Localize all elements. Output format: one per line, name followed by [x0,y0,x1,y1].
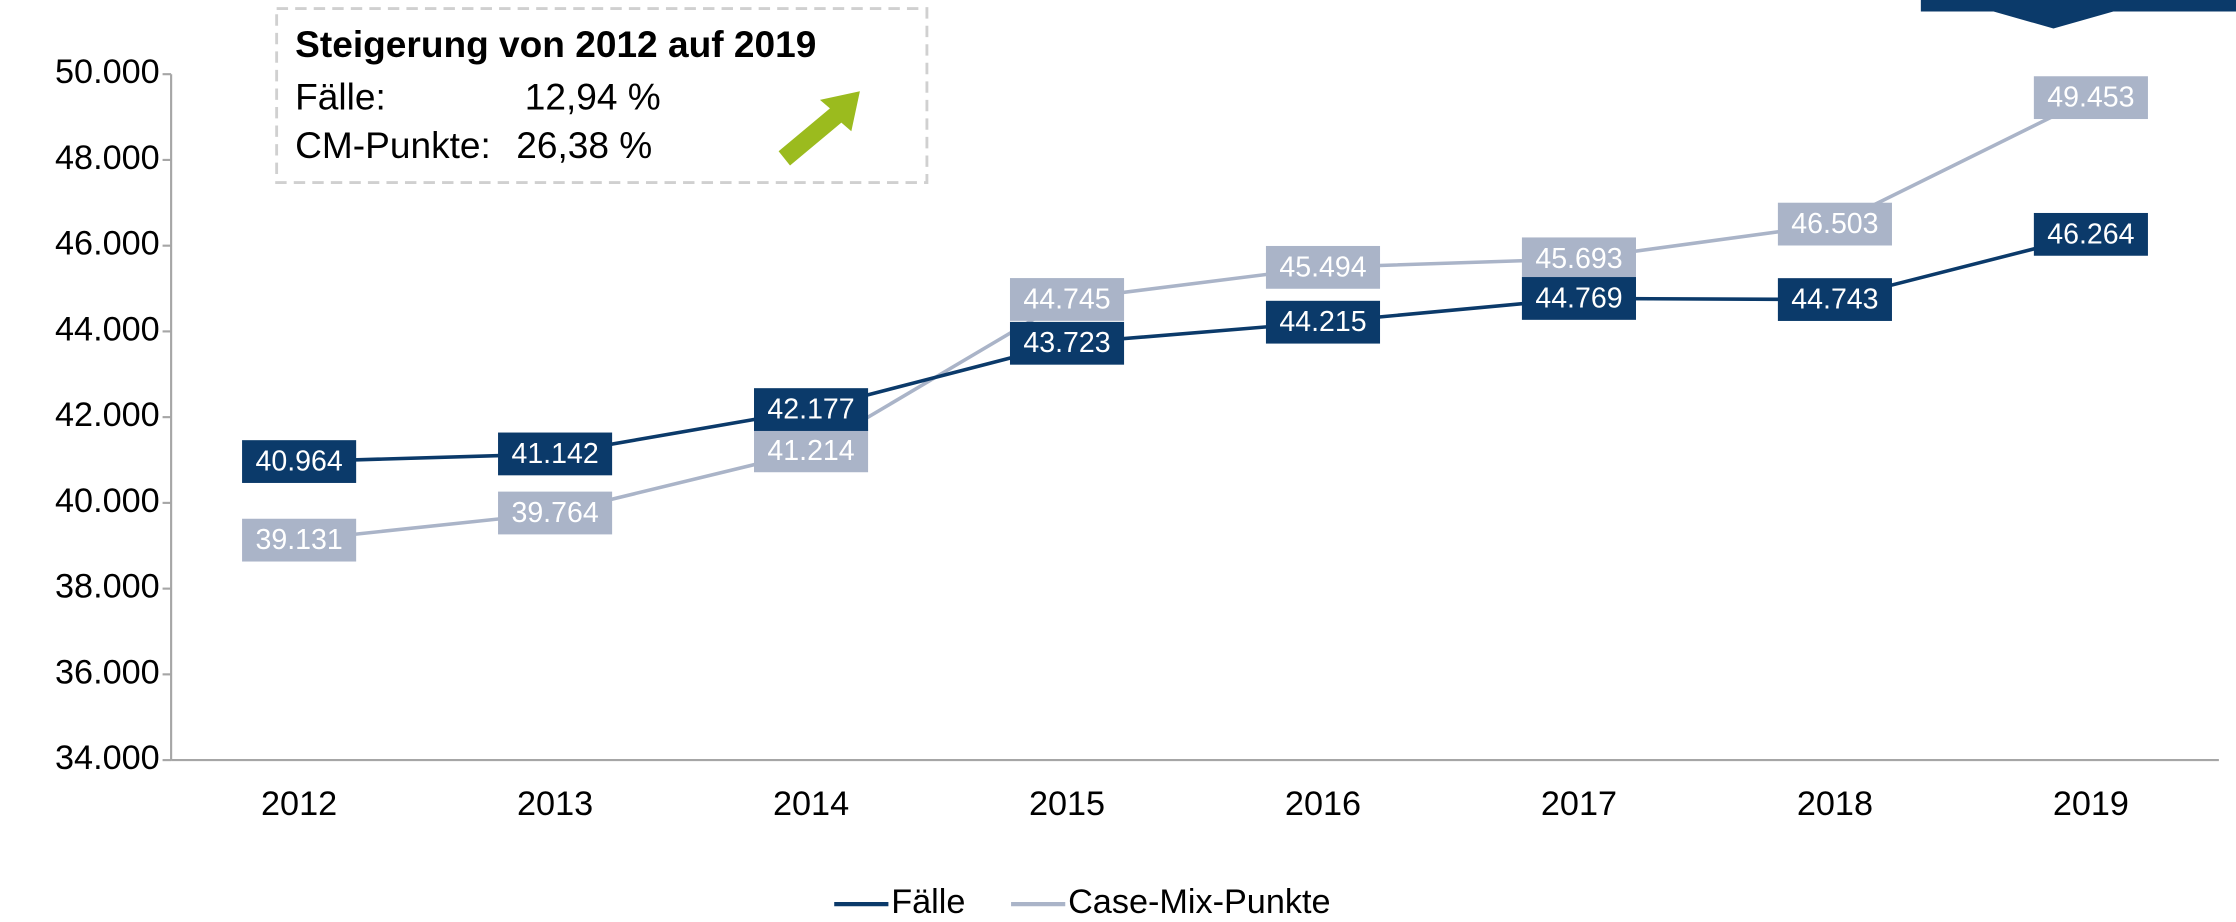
y-tick-label: 46.000 [55,225,160,263]
x-tick-label: 2018 [1797,785,1873,823]
annotation-label: CM-Punkte: [295,124,491,166]
data-label: 44.215 [1279,306,1366,338]
y-tick-label: 48.000 [55,139,160,177]
data-label-box [1521,237,1637,281]
annotation-value: 12,94 % [525,76,661,118]
data-label-box [2033,212,2148,256]
y-tick-label: 38.000 [55,568,160,606]
x-tick-label: 2014 [773,785,849,823]
data-label-box [2033,76,2148,120]
x-tick-label: 2013 [517,785,593,823]
data-label: 44.743 [1791,284,1878,316]
data-label: 45.693 [1535,243,1622,275]
data-label-box [242,518,357,562]
y-tick-label: 36.000 [55,653,160,691]
annotation-value: 26,38 % [516,124,652,166]
data-label-box [498,491,613,535]
corner-decoration [1920,0,2236,29]
y-tick-label: 42.000 [55,396,160,434]
data-label-box [242,440,357,483]
data-label: 44.769 [1535,282,1622,314]
x-tick-label: 2017 [1541,785,1617,823]
data-label-box [1265,245,1381,289]
x-tick-label: 2012 [261,785,337,823]
data-label-box [1777,278,1892,321]
legend-label: Fälle [891,883,965,921]
data-label-box [1265,300,1381,344]
x-tick-label: 2019 [2053,785,2129,823]
y-tick-label: 44.000 [55,310,160,348]
data-label-box [1009,321,1125,365]
data-label: 39.131 [255,524,342,556]
y-tick-label: 40.000 [55,482,160,520]
x-tick-label: 2015 [1029,785,1105,823]
y-tick-label: 34.000 [55,739,160,777]
data-label-box [1777,202,1892,246]
data-label-box [1009,278,1125,321]
data-label: 43.723 [1023,327,1110,359]
annotation-title: Steigerung von 2012 auf 2019 [295,23,816,65]
data-label: 41.142 [511,438,598,470]
data-label-box [1521,277,1637,320]
legend-label: Case-Mix-Punkte [1068,883,1330,921]
data-label: 40.964 [255,446,342,478]
y-tick-label: 50.000 [55,53,160,91]
annotation-label: Fälle: [295,76,386,118]
data-label-box [754,429,869,473]
line [299,232,2092,464]
x-tick-label: 2016 [1285,785,1361,823]
data-label-box [498,432,613,476]
data-label: 46.503 [1791,208,1878,240]
arrow-icon [778,91,860,166]
data-label: 49.453 [2047,82,2134,114]
data-label: 42.177 [767,394,854,426]
data-label: 44.745 [1023,283,1110,315]
data-label: 46.264 [2047,218,2134,250]
data-label: 41.214 [767,435,854,467]
data-label: 39.764 [511,497,598,529]
data-label: 45.494 [1279,251,1366,283]
data-label-box [754,388,869,431]
